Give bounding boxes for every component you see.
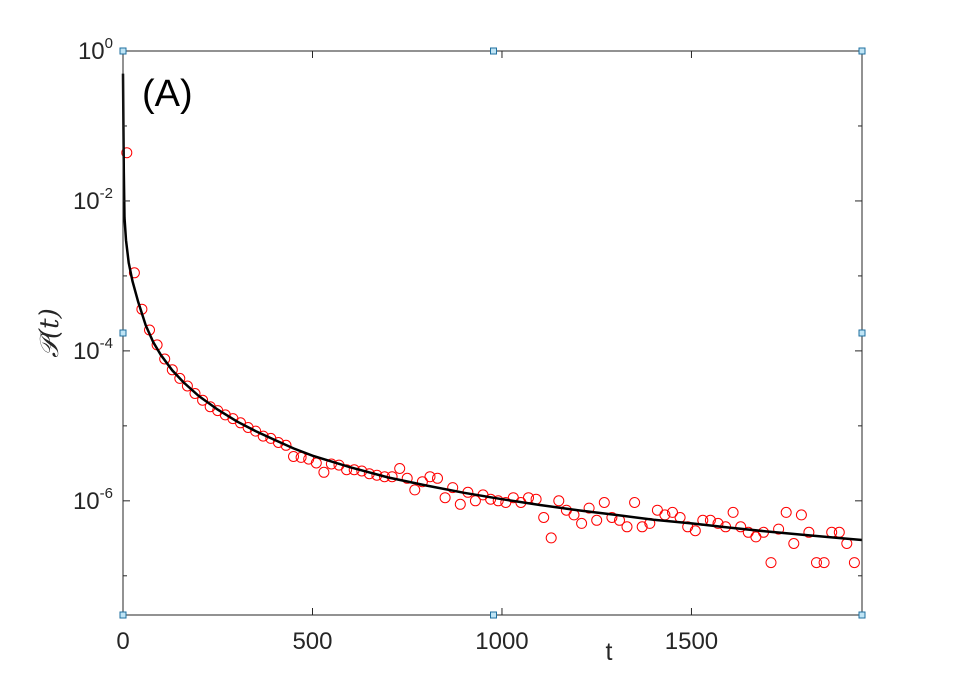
data-point [424,471,436,483]
data-point [765,557,777,569]
data-point [576,517,588,529]
data-point [818,557,830,569]
fit-curve [121,73,863,542]
selection-handle[interactable] [119,47,127,55]
x-tick-label: 1000 [475,628,528,655]
data-point [773,523,785,535]
x-axis-label: t [606,638,613,666]
y-tick-label: 10-2 [73,185,113,215]
y-tick-label: 10-6 [73,485,113,515]
data-point [583,502,595,514]
data-point [492,495,504,507]
data-point [598,497,610,508]
data-point [788,538,800,549]
data-point [636,521,648,533]
data-point [197,394,209,406]
y-tick-label: 10-4 [73,335,113,365]
data-point [189,388,201,399]
y-tick-label: 100 [78,35,113,65]
plot-area [123,51,862,615]
x-tick-label: 1500 [665,628,718,655]
axis-ticks [122,50,862,615]
data-point [394,463,406,474]
x-tick-labels: 0 500 1000 1500 [116,628,718,655]
data-point [538,512,550,523]
plot-content [121,73,863,569]
data-point [341,464,353,476]
data-point [250,425,262,437]
data-point [121,147,133,159]
selection-handle[interactable] [119,329,127,337]
x-tick-label: 0 [116,628,129,655]
data-point [447,482,459,494]
data-point [621,521,633,533]
data-point [401,472,413,484]
data-point [454,498,466,510]
data-point [159,353,171,365]
selection-handles[interactable] [119,47,866,619]
selection-handle[interactable] [858,329,866,337]
data-point [545,532,557,544]
data-point [803,526,815,538]
data-point [288,451,299,462]
data-point [712,517,724,529]
marker-series [121,147,860,569]
data-point [606,512,618,523]
selection-handle[interactable] [119,611,127,619]
y-tick-labels: 100 10-2 10-4 10-6 [73,35,113,515]
data-point [409,484,421,496]
data-point [242,422,254,433]
data-point [553,495,565,507]
data-point [591,514,603,526]
data-point [667,506,678,518]
data-point [166,364,178,376]
data-point [811,557,822,569]
selection-handle[interactable] [490,611,497,619]
data-point [181,380,193,392]
data-point [727,506,739,518]
data-point [318,466,330,478]
data-point [795,509,807,521]
data-point [629,497,641,508]
data-point [174,372,186,384]
selection-handle[interactable] [490,47,497,55]
data-point [128,267,140,279]
y-axis-label: 𝒫(t) [35,308,65,357]
data-point [848,557,860,569]
data-point [735,521,747,533]
selection-handle[interactable] [858,47,866,55]
data-point [780,506,792,518]
data-point [280,439,292,451]
data-point [432,472,443,484]
selection-handle[interactable] [858,611,866,619]
data-point [416,476,428,488]
x-tick-label: 500 [292,628,332,655]
data-point [689,525,701,537]
data-point [439,492,451,504]
panel-label: (A) [142,73,193,115]
